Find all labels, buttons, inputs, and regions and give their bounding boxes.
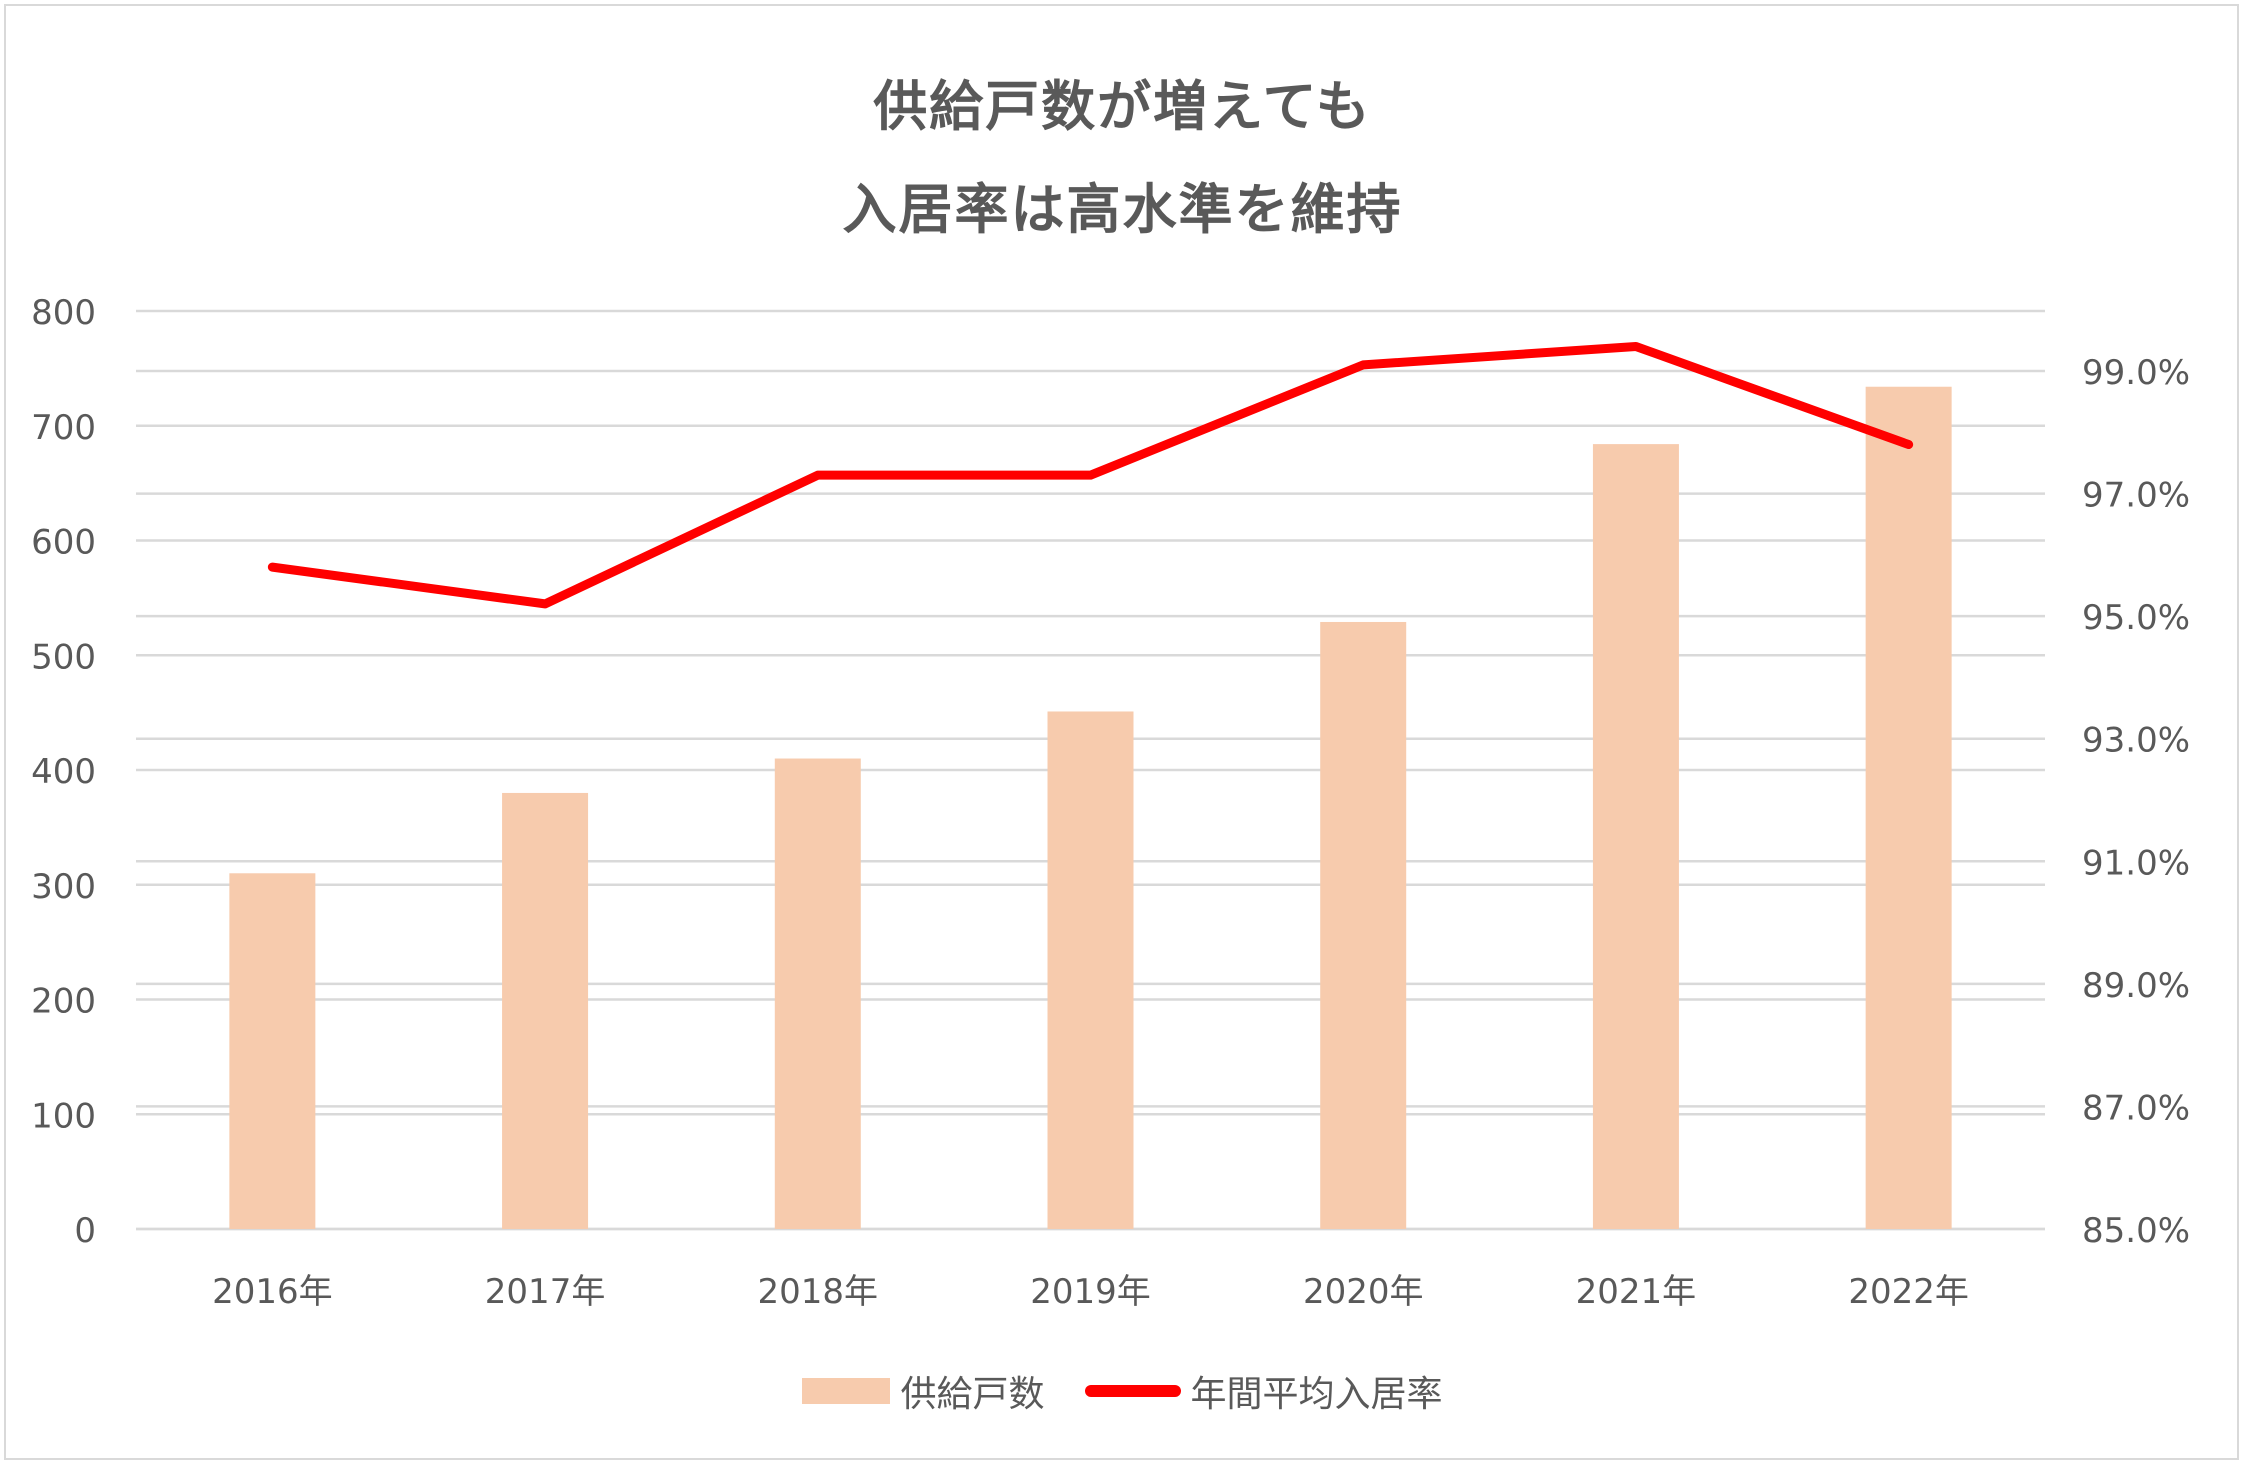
left-axis-tick: 200 [31, 982, 96, 1022]
bar [1047, 711, 1134, 1229]
bar-series [229, 386, 1952, 1229]
right-axis-tick: 93.0% [2082, 721, 2190, 761]
legend-item-supply: 供給戸数 [802, 1365, 1045, 1417]
x-axis-tick: 2017年 [485, 1272, 606, 1312]
right-axis-tick: 89.0% [2082, 966, 2190, 1006]
x-axis-tick: 2021年 [1576, 1272, 1697, 1312]
x-axis-tick: 2022年 [1848, 1272, 1969, 1312]
line-swatch-icon [1084, 1385, 1181, 1397]
legend-label-occupancy: 年間平均入居率 [1190, 1374, 1443, 1415]
legend-label-supply: 供給戸数 [900, 1374, 1045, 1415]
left-axis-labels: 0 100 200 300 400 500 600 700 800 [31, 293, 96, 1251]
chart-title-line-2: 入居率は高水準を維持 [842, 178, 1403, 241]
line-series [267, 341, 1914, 609]
bar [229, 873, 316, 1229]
x-axis-tick: 2018年 [758, 1272, 879, 1312]
right-axis-tick: 91.0% [2082, 843, 2190, 883]
x-axis-tick: 2019年 [1030, 1272, 1151, 1312]
x-axis-tick: 2016年 [212, 1272, 333, 1312]
legend: 供給戸数 年間平均入居率 [0, 1365, 2245, 1417]
chart-title-line-1: 供給戸数が増えても [873, 75, 1372, 138]
bar [774, 758, 861, 1229]
right-axis-tick: 97.0% [2082, 476, 2190, 516]
bar [1320, 621, 1407, 1229]
left-axis-tick: 0 [74, 1211, 96, 1251]
x-axis-labels: 2016年 2017年 2018年 2019年 2020年 2021年 2022年 [212, 1272, 1969, 1312]
left-axis-tick: 600 [31, 523, 96, 563]
bar [1865, 386, 1952, 1229]
left-axis-tick: 300 [31, 867, 96, 907]
right-axis-tick: 87.0% [2082, 1088, 2190, 1128]
right-axis-tick: 85.0% [2082, 1211, 2190, 1251]
left-axis-tick: 100 [31, 1096, 96, 1136]
right-axis-labels: 85.0% 87.0% 89.0% 91.0% 93.0% 95.0% 97.0% 99.0% [2082, 353, 2190, 1251]
left-axis-tick: 800 [31, 293, 96, 333]
right-axis-tick: 99.0% [2082, 353, 2190, 393]
left-axis-tick: 700 [31, 408, 96, 448]
legend-item-occupancy: 年間平均入居率 [1084, 1365, 1443, 1417]
right-axis-tick: 95.0% [2082, 598, 2190, 638]
left-axis-tick: 400 [31, 752, 96, 792]
occupancy-line [267, 341, 1914, 609]
bar-swatch-icon [802, 1378, 891, 1404]
x-axis-tick: 2020年 [1303, 1272, 1424, 1312]
bar [1592, 444, 1679, 1229]
left-axis-tick: 500 [31, 637, 96, 677]
bar [502, 792, 589, 1229]
